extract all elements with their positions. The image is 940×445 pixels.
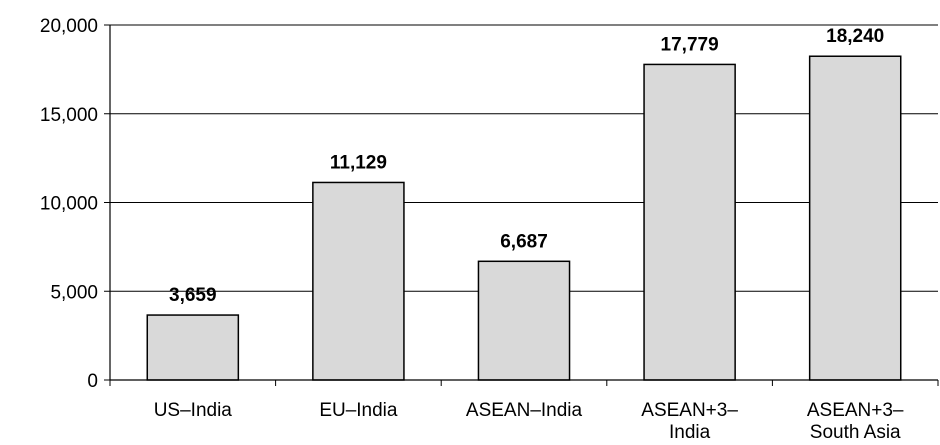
x-tick-label: ASEAN+3– xyxy=(641,400,738,421)
labels: 0 5,000 10,000 15,000 20,000 3,659 US–India 11,… xyxy=(40,16,904,443)
bar xyxy=(808,55,902,381)
x-tick-label: ASEAN–India xyxy=(466,400,583,421)
y-tick-label: 5,000 xyxy=(50,282,98,303)
y-tick-label: 10,000 xyxy=(40,194,98,215)
bars xyxy=(146,55,902,381)
x-tick-label: South Asia xyxy=(810,422,901,443)
x-tick-label: EU–India xyxy=(319,400,398,421)
data-label: 18,240 xyxy=(826,26,884,47)
data-label: 17,779 xyxy=(661,34,719,55)
bar xyxy=(146,314,240,381)
data-label: 6,687 xyxy=(500,231,548,252)
x-tick-label: US–India xyxy=(154,400,233,421)
y-tick-label: 15,000 xyxy=(40,105,98,126)
axes xyxy=(104,24,939,386)
bar xyxy=(643,63,736,381)
data-label: 3,659 xyxy=(169,285,217,306)
data-label: 11,129 xyxy=(330,152,387,173)
x-tick-label: India xyxy=(669,422,711,443)
x-tick-label: ASEAN+3– xyxy=(807,400,904,421)
y-tick-label: 20,000 xyxy=(40,16,98,37)
y-tick-label: 0 xyxy=(87,371,98,392)
bar xyxy=(477,260,571,381)
bar xyxy=(312,181,405,381)
